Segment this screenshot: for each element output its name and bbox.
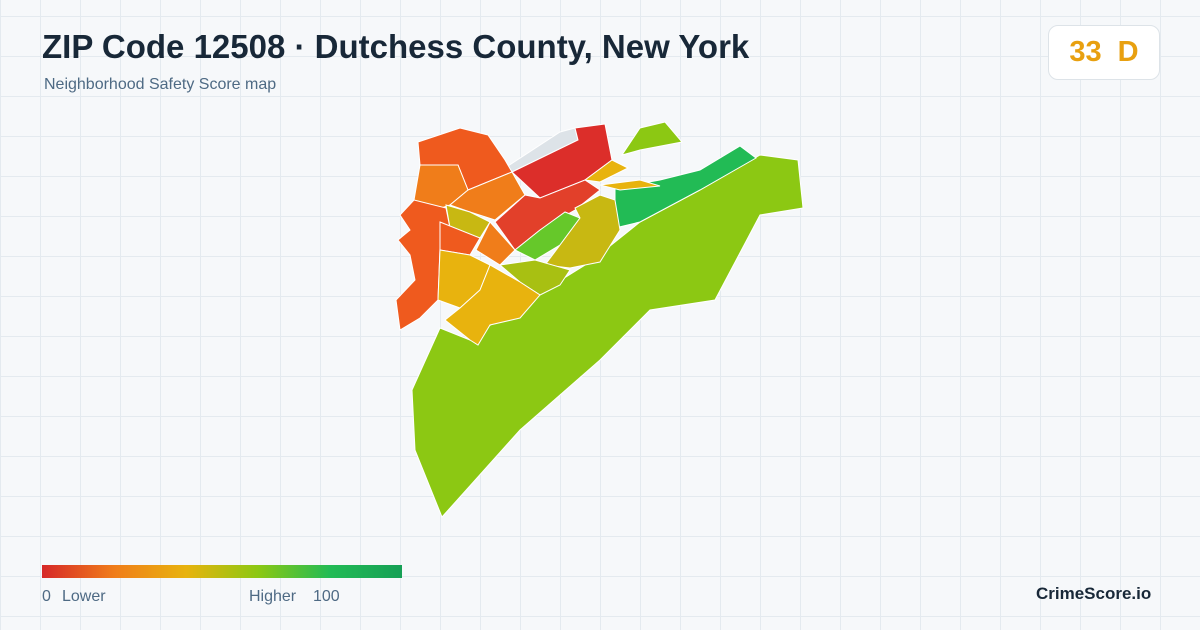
legend-min: 0: [42, 588, 51, 605]
region: [449, 171, 526, 221]
legend-max-label: Higher: [249, 588, 297, 605]
title: ZIP Code 12508 · Dutchess County, New Yo…: [42, 28, 750, 65]
legend-min-label: Lower: [62, 588, 106, 605]
region: [583, 159, 630, 183]
region: [544, 194, 621, 269]
region: [620, 121, 683, 156]
subtitle: Neighborhood Safety Score map: [44, 76, 277, 93]
score-badge: 33 D: [1048, 25, 1160, 80]
brand: CrimeScore.io: [1036, 584, 1152, 603]
region: [599, 179, 661, 191]
legend-gradient: [42, 565, 402, 578]
region: [614, 145, 757, 229]
score-grade: D: [1117, 36, 1139, 68]
legend-max: 100: [313, 588, 340, 605]
score-value: 33: [1069, 36, 1102, 68]
region: [444, 264, 541, 346]
region: [494, 179, 601, 251]
